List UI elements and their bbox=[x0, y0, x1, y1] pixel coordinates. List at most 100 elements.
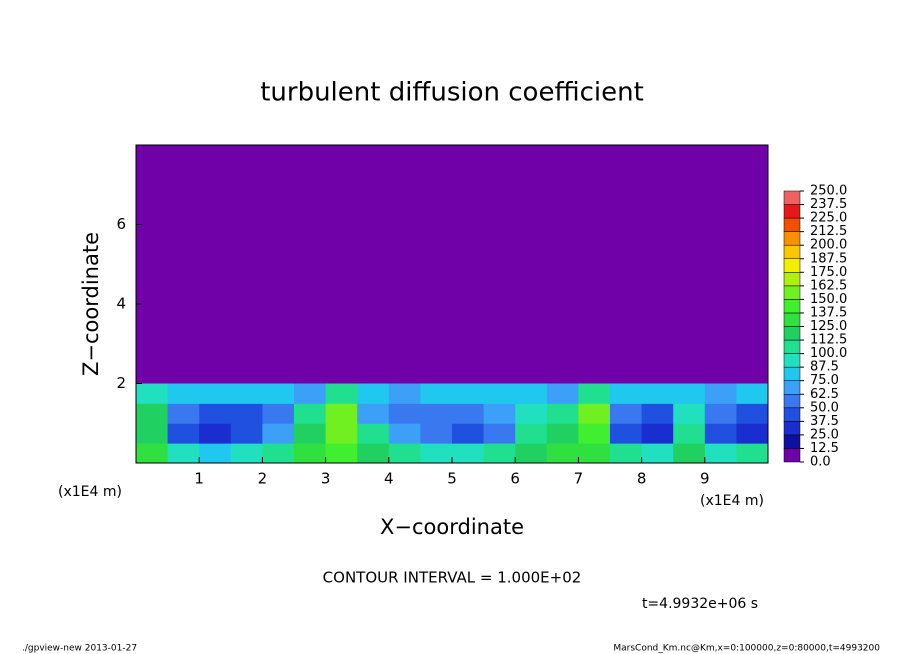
colorbar-box bbox=[783, 204, 801, 219]
field-cell bbox=[357, 403, 390, 424]
colorbar-box bbox=[783, 299, 801, 314]
colorbar-label: 100.0 bbox=[810, 346, 847, 361]
x-unit: (x1E4 m) bbox=[58, 484, 122, 500]
colorbar-label: 87.5 bbox=[810, 360, 839, 375]
colorbar-label: 50.0 bbox=[810, 400, 839, 415]
colorbar-label: 187.5 bbox=[810, 251, 847, 266]
field-cell bbox=[136, 403, 169, 424]
field-cell bbox=[515, 383, 548, 404]
colorbar-label: 200.0 bbox=[810, 238, 847, 253]
field-cell bbox=[325, 383, 358, 404]
field-cell bbox=[357, 443, 390, 464]
field-cell bbox=[420, 443, 453, 464]
colorbar-label: 162.5 bbox=[810, 278, 847, 293]
field-cell bbox=[515, 403, 548, 424]
colorbar-box bbox=[783, 380, 801, 395]
field-cell bbox=[546, 443, 579, 464]
y-tick-label: 4 bbox=[116, 295, 126, 313]
x-tick-label: 4 bbox=[384, 470, 394, 488]
field-cell bbox=[357, 383, 390, 404]
colorbar-label: 37.5 bbox=[810, 414, 839, 429]
field-cell bbox=[610, 423, 643, 444]
field-cell bbox=[641, 383, 674, 404]
colorbar-label: 175.0 bbox=[810, 265, 847, 280]
colorbar-box bbox=[783, 326, 801, 341]
field-cell bbox=[641, 443, 674, 464]
y-tick-label: 2 bbox=[116, 374, 126, 392]
colorbar-box bbox=[783, 285, 801, 300]
colorbar-label: 12.5 bbox=[810, 441, 839, 456]
chart-title: turbulent diffusion coefficient bbox=[260, 78, 644, 108]
colorbar-box bbox=[783, 394, 801, 409]
field-cell bbox=[199, 423, 232, 444]
field-cell bbox=[515, 423, 548, 444]
field-cell bbox=[262, 383, 295, 404]
field-cell bbox=[452, 443, 485, 464]
colorbar-label: 212.5 bbox=[810, 224, 847, 239]
x-tick-label: 1 bbox=[194, 470, 204, 488]
colorbar-box bbox=[783, 258, 801, 273]
x-tick-label: 6 bbox=[510, 470, 520, 488]
field-cell bbox=[515, 443, 548, 464]
field-cell bbox=[262, 423, 295, 444]
field-cell bbox=[673, 443, 706, 464]
field-cell bbox=[736, 423, 769, 444]
colorbar-box bbox=[783, 421, 801, 436]
field-cell bbox=[673, 383, 706, 404]
field-cell bbox=[483, 423, 516, 444]
field-cell bbox=[230, 383, 263, 404]
colorbar-label: 125.0 bbox=[810, 319, 847, 334]
field-cell bbox=[167, 383, 200, 404]
field-cell bbox=[704, 403, 737, 424]
colorbar-box bbox=[783, 434, 801, 449]
field-cell bbox=[136, 443, 169, 464]
colorbar-box bbox=[783, 231, 801, 246]
field-cell bbox=[136, 383, 169, 404]
colorbar-label: 237.5 bbox=[810, 197, 847, 212]
field-cell bbox=[610, 383, 643, 404]
field-cell bbox=[262, 443, 295, 464]
field-cell bbox=[578, 383, 611, 404]
field-cell bbox=[199, 443, 232, 464]
field-cell bbox=[452, 423, 485, 444]
field-cell bbox=[294, 443, 327, 464]
colorbar-box bbox=[783, 217, 801, 232]
field-cell bbox=[546, 423, 579, 444]
field-cell bbox=[357, 423, 390, 444]
field-cell bbox=[704, 423, 737, 444]
field-cell bbox=[704, 383, 737, 404]
x-tick-label: 9 bbox=[700, 470, 710, 488]
field-cell bbox=[167, 403, 200, 424]
colorbar-label: 150.0 bbox=[810, 292, 847, 307]
colorbar-label: 225.0 bbox=[810, 211, 847, 226]
field-cell bbox=[610, 403, 643, 424]
colorbar-box bbox=[783, 190, 801, 205]
x-tick-label: 8 bbox=[637, 470, 647, 488]
field-cell bbox=[736, 383, 769, 404]
field-cell bbox=[578, 403, 611, 424]
field-cell bbox=[736, 403, 769, 424]
field-cell bbox=[230, 403, 263, 424]
colorbar-box bbox=[783, 448, 801, 463]
colorbar-label: 62.5 bbox=[810, 387, 839, 402]
field-cell bbox=[452, 403, 485, 424]
field-cell bbox=[420, 383, 453, 404]
field-cell bbox=[325, 443, 358, 464]
colorbar-label: 25.0 bbox=[810, 427, 839, 442]
colorbar-label: 112.5 bbox=[810, 333, 847, 348]
field-cell bbox=[294, 403, 327, 424]
field-cell bbox=[167, 443, 200, 464]
colorbar-box bbox=[783, 339, 801, 354]
field-cell bbox=[199, 383, 232, 404]
field-cell bbox=[167, 423, 200, 444]
field-cell bbox=[230, 423, 263, 444]
colorbar-box bbox=[783, 366, 801, 381]
contour-note: CONTOUR INTERVAL = 1.000E+02 bbox=[323, 569, 582, 587]
y-axis-label: Z−coordinate bbox=[79, 232, 103, 376]
colorbar-label: 250.0 bbox=[810, 184, 847, 199]
field-cell bbox=[452, 383, 485, 404]
colorbar-label: 0.0 bbox=[810, 455, 831, 470]
field-cell bbox=[325, 423, 358, 444]
x-tick-label: 2 bbox=[258, 470, 268, 488]
